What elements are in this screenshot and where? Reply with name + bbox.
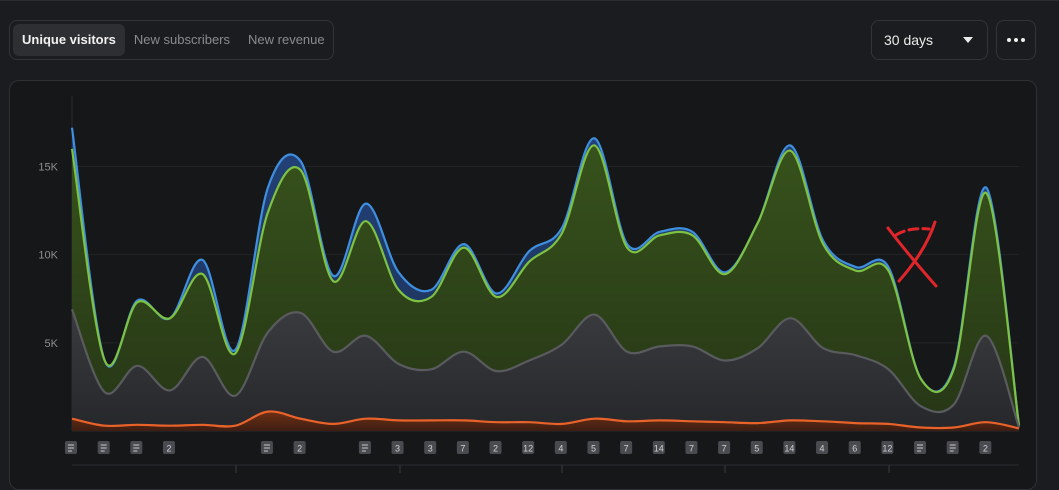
post-count-label: 3 — [428, 444, 433, 454]
post-count-label: 4 — [558, 444, 563, 454]
series-paid-area — [72, 411, 1019, 431]
series-visitors-line — [70, 144, 1021, 426]
series-members-line — [70, 308, 1021, 428]
post-count-marker[interactable] — [979, 441, 992, 454]
red-x-annotation — [886, 220, 938, 288]
tab-new-subscribers[interactable]: New subscribers — [133, 32, 231, 47]
post-count-label: 2 — [297, 444, 302, 454]
post-count-label: 7 — [722, 444, 727, 454]
post-count-marker[interactable] — [522, 441, 535, 454]
post-count-marker[interactable] — [620, 441, 633, 454]
post-count-label: 4 — [820, 444, 825, 454]
post-count-marker[interactable] — [489, 441, 502, 454]
post-count-marker[interactable] — [816, 441, 829, 454]
tab-unique-visitors[interactable]: Unique visitors — [13, 24, 125, 56]
post-count-marker[interactable] — [783, 441, 796, 454]
post-count-label: 2 — [983, 444, 988, 454]
post-count-label: 12 — [523, 444, 533, 454]
date-range-value: 30 days — [884, 32, 934, 48]
post-count-marker[interactable] — [718, 441, 731, 454]
post-count-marker[interactable] — [162, 441, 175, 454]
post-count-marker[interactable] — [456, 441, 469, 454]
y-tick-label: 5K — [45, 338, 59, 350]
post-count-marker[interactable] — [391, 441, 404, 454]
y-tick-label: 15K — [38, 162, 58, 174]
metric-tabs: Unique visitors New subscribers New reve… — [9, 20, 334, 60]
post-count-marker[interactable] — [848, 441, 861, 454]
post-count-label: 14 — [654, 444, 664, 454]
top-divider — [0, 0, 1059, 1]
post-count-label: 2 — [166, 444, 171, 454]
tab-new-revenue[interactable]: New revenue — [248, 32, 325, 47]
post-count-label: 7 — [689, 444, 694, 454]
post-count-label: 7 — [624, 444, 629, 454]
visitors-area-chart: 5K 10K 15K 2 2 3 3 7 2 12 4 5 7 14 7 7 5 14 4 6 12 2 — [38, 96, 1021, 473]
post-count-label: 5 — [591, 444, 596, 454]
post-count-marker[interactable] — [652, 441, 665, 454]
post-count-label: 14 — [784, 444, 794, 454]
y-tick-label: 10K — [38, 250, 58, 262]
series-members-area — [72, 309, 1019, 431]
post-count-marker[interactable] — [685, 441, 698, 454]
post-count-marker[interactable] — [587, 441, 600, 454]
post-count-label: 12 — [882, 444, 892, 454]
post-count-marker[interactable] — [750, 441, 763, 454]
more-horizontal-icon — [1007, 38, 1011, 42]
post-count-label: 5 — [754, 444, 759, 454]
post-count-marker[interactable] — [424, 441, 437, 454]
series-total-visitors-line — [70, 127, 1021, 426]
post-count-label: 3 — [395, 444, 400, 454]
post-count-label: 7 — [460, 444, 465, 454]
post-count-marker[interactable] — [293, 441, 306, 454]
more-options-button[interactable] — [996, 20, 1036, 60]
post-count-marker[interactable] — [554, 441, 567, 454]
post-count-label: 2 — [493, 444, 498, 454]
post-count-label: 6 — [852, 444, 857, 454]
date-range-select[interactable]: 30 days — [871, 20, 988, 60]
chevron-down-icon — [963, 37, 973, 43]
series-paid-line — [71, 410, 1020, 430]
post-count-marker[interactable] — [881, 441, 894, 454]
